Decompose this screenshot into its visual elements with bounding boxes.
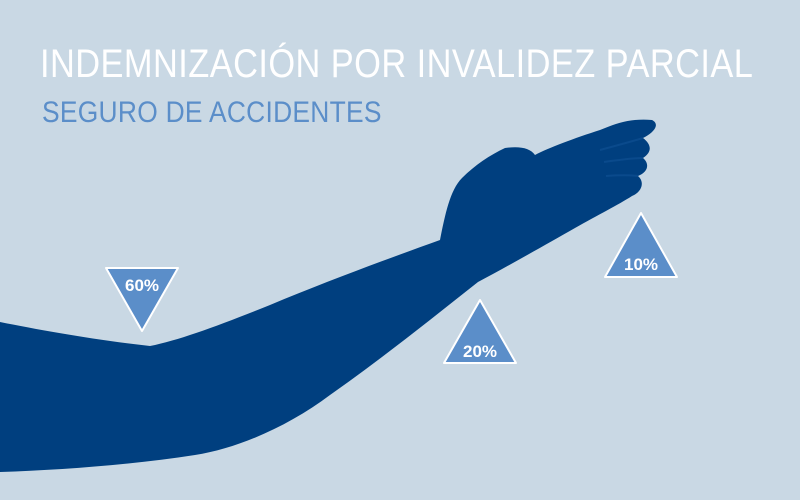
marker-triangle-down bbox=[105, 267, 179, 332]
page-title: INDEMNIZACIÓN POR INVALIDEZ PARCIAL bbox=[40, 42, 754, 86]
marker-label: 60% bbox=[125, 276, 159, 295]
marker-label: 10% bbox=[624, 255, 658, 274]
marker-hand: 10% bbox=[604, 212, 678, 278]
marker-triangle-up bbox=[443, 299, 517, 364]
marker-label: 20% bbox=[463, 342, 497, 361]
marker-upper-arm: 60% bbox=[105, 267, 179, 332]
arm-silhouette bbox=[0, 119, 656, 472]
marker-wrist: 20% bbox=[443, 299, 517, 364]
page-subtitle: SEGURO DE ACCIDENTES bbox=[42, 96, 382, 129]
marker-triangle-up bbox=[604, 212, 678, 278]
finger-line bbox=[599, 137, 644, 177]
